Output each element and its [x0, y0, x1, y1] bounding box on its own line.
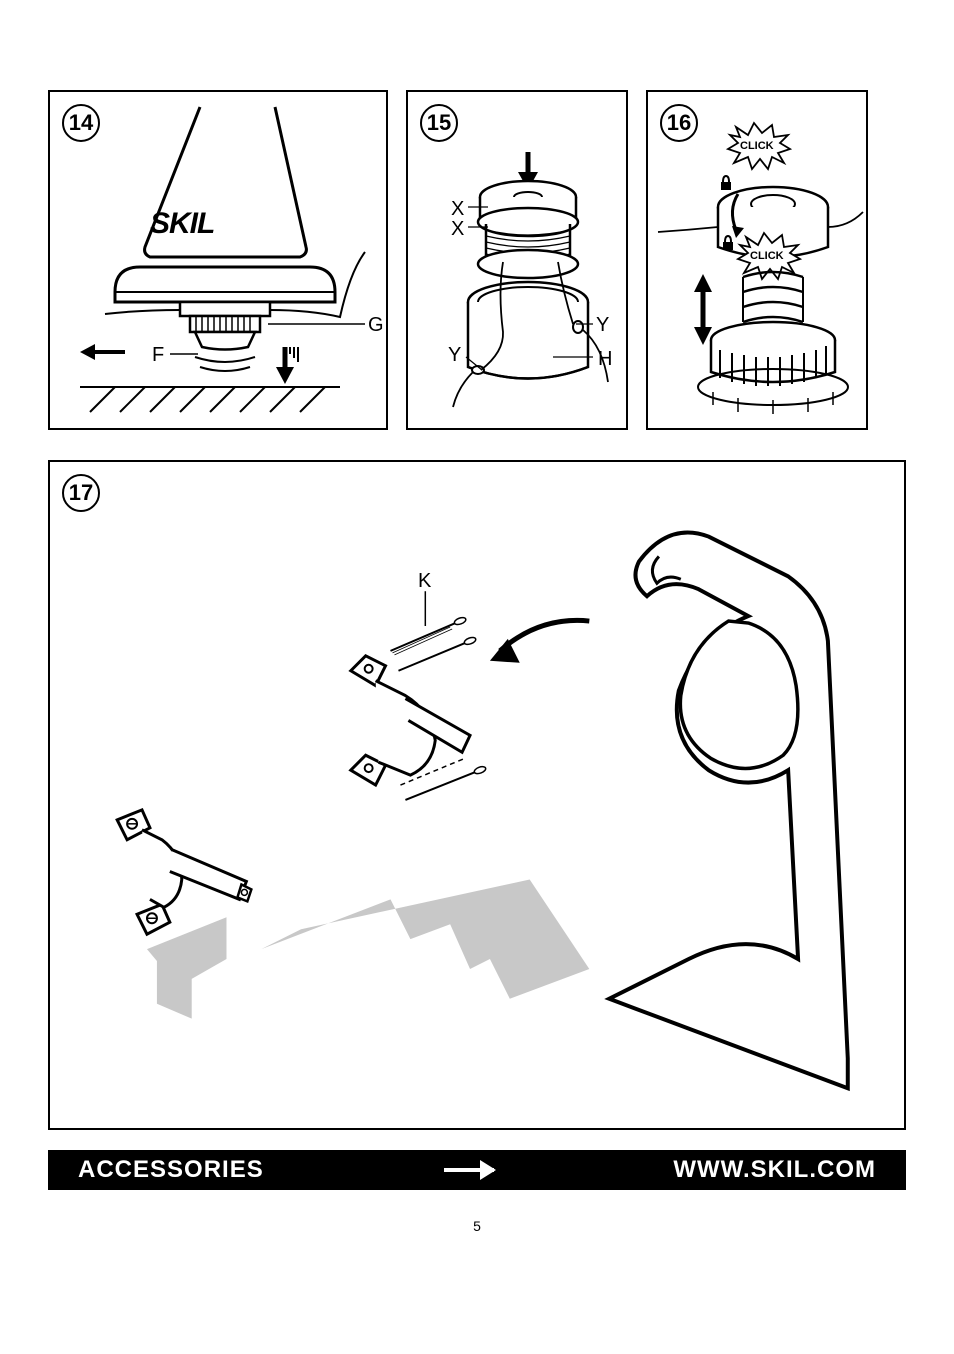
panel-17: 17: [48, 460, 906, 1130]
footer-right: WWW.SKIL.COM: [673, 1156, 876, 1184]
step-number-16: 16: [660, 104, 698, 142]
label-click2: CLICK: [750, 250, 784, 262]
step-number-17: 17: [62, 474, 100, 512]
label-K: K: [418, 570, 431, 593]
label-H: H: [598, 348, 612, 371]
diagram-17: [50, 462, 904, 1128]
label-G: G: [368, 314, 384, 337]
page-number: 5: [48, 1218, 906, 1234]
arrow-right-icon: [444, 1168, 494, 1172]
footer-bar: ACCESSORIES WWW.SKIL.COM: [48, 1150, 906, 1190]
panel-14: 14: [48, 90, 388, 430]
footer-left: ACCESSORIES: [78, 1156, 264, 1184]
diagram-15: [408, 92, 630, 432]
label-Y2: Y: [448, 344, 461, 367]
label-Y1: Y: [596, 314, 609, 337]
label-click1: CLICK: [740, 140, 774, 152]
panel-16: 16: [646, 90, 868, 430]
diagram-14: [50, 92, 390, 432]
step-number-14: 14: [62, 104, 100, 142]
step-number-15: 15: [420, 104, 458, 142]
panel-15: 15: [406, 90, 628, 430]
label-X2: X: [451, 218, 464, 241]
brand-label: SKIL: [150, 207, 214, 241]
label-F: F: [152, 344, 164, 367]
